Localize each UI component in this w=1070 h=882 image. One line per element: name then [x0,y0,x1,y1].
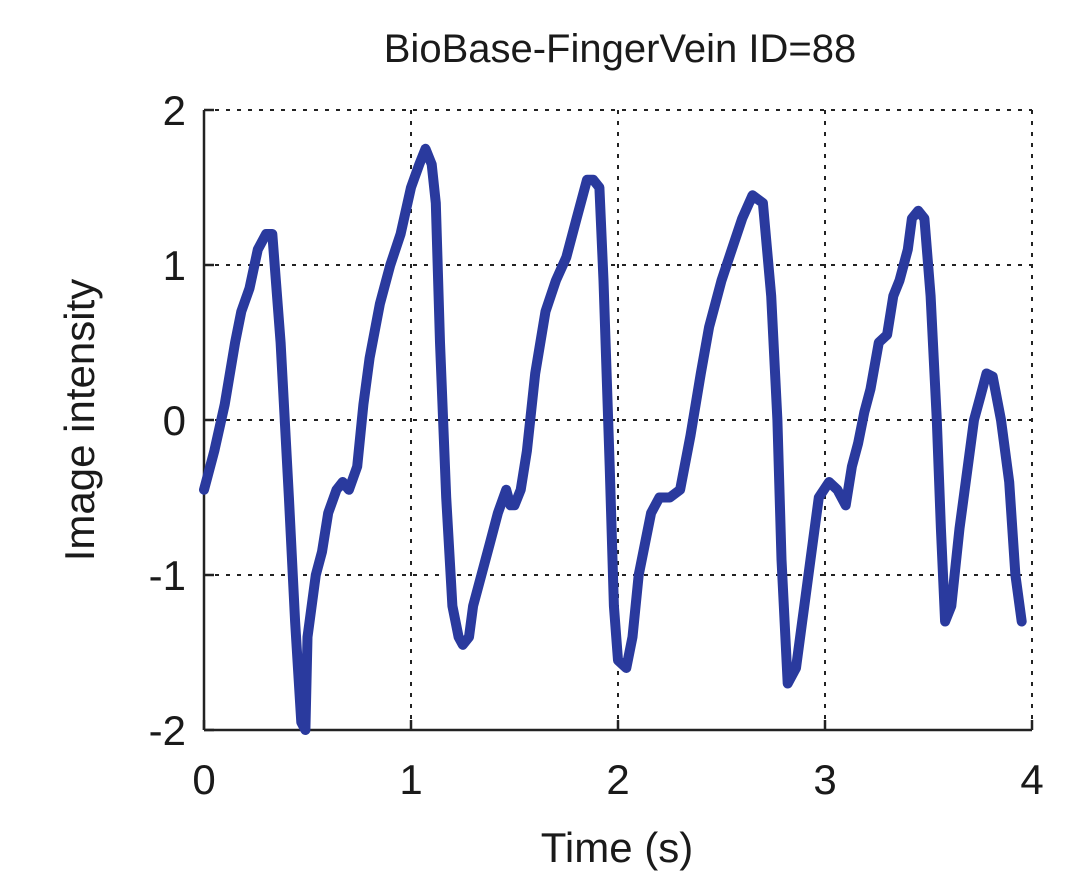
x-tick-label: 1 [399,756,422,803]
x-tick-label: 0 [192,756,215,803]
x-tick-labels: 0 1 2 3 4 [192,756,1043,803]
y-tick-label: 0 [163,397,186,444]
y-tick-labels: 2 1 0 -1 -2 [149,87,186,754]
plot-frame [202,108,1034,732]
y-tick-label: -2 [149,707,186,754]
series-line [199,143,1027,735]
y-tick-label: 2 [163,87,186,134]
y-tick-label: 1 [163,242,186,289]
x-tick-label: 2 [606,756,629,803]
x-axis-label: Time (s) [541,824,693,871]
y-tick-label: -1 [149,552,186,599]
x-tick-label: 3 [813,756,836,803]
grid-lines [204,109,1033,730]
x-tick-label: 4 [1020,756,1043,803]
y-axis-label: Image intensity [56,279,103,561]
chart-title: BioBase-FingerVein ID=88 [384,27,857,71]
